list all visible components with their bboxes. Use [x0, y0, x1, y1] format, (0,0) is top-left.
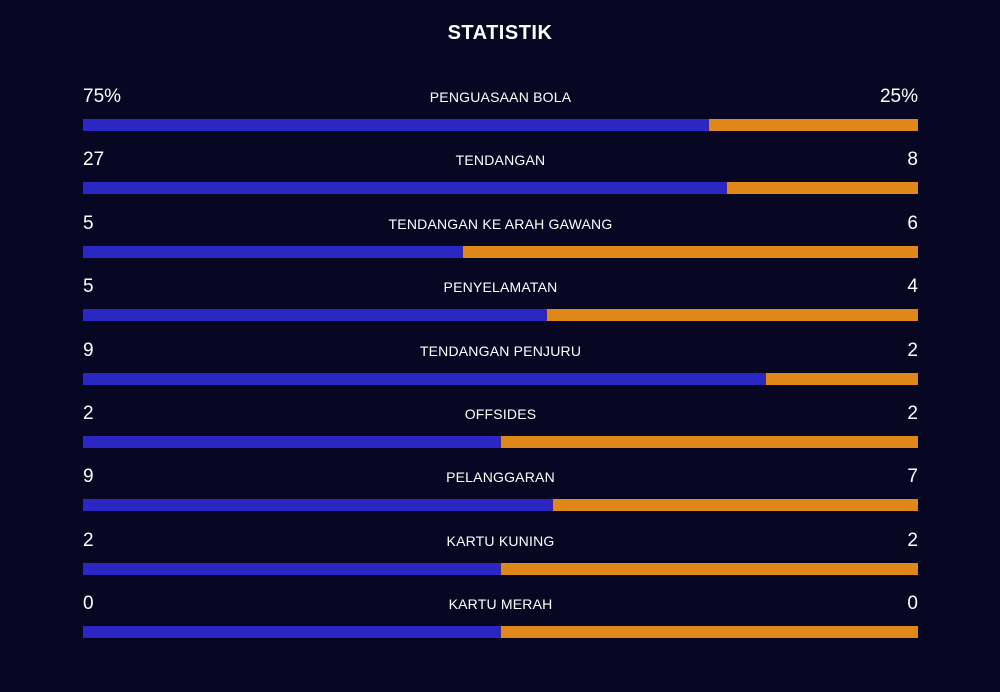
home-value: 2 [83, 529, 94, 551]
home-bar-segment [83, 182, 727, 195]
home-bar-segment [83, 499, 553, 512]
home-value: 9 [83, 339, 94, 361]
away-bar-segment [552, 499, 918, 512]
stat-label: OFFSIDES [464, 406, 537, 422]
home-bar-segment [83, 626, 501, 639]
comparison-bar [83, 562, 918, 575]
comparison-bar [83, 499, 918, 512]
home-value: 5 [83, 212, 94, 234]
comparison-bar [83, 309, 918, 322]
comparison-bar [83, 372, 918, 385]
stat-row-kartu-kuning: 2 KARTU KUNING 2 [83, 529, 918, 585]
home-bar-segment [83, 562, 501, 575]
stat-label: TENDANGAN PENJURU [419, 342, 582, 359]
comparison-bar [83, 182, 918, 195]
away-bar-segment [500, 562, 918, 575]
stat-row-penyelamatan: 5 PENYELAMATAN 4 [83, 275, 918, 331]
stat-label: TENDANGAN [455, 152, 546, 169]
comparison-bar [83, 626, 918, 639]
away-bar-segment [766, 372, 918, 385]
stat-row-offsides: 2 OFFSIDES 2 [83, 402, 918, 458]
away-bar-segment [709, 119, 918, 131]
home-value: 0 [83, 593, 94, 615]
away-value: 6 [907, 212, 918, 234]
away-value: 2 [907, 339, 918, 361]
comparison-bar [83, 436, 918, 448]
away-value: 4 [907, 276, 918, 298]
stat-label: TENDANGAN KE ARAH GAWANG [388, 215, 613, 232]
stat-row-tendangan-penjuru: 9 TENDANGAN PENJURU 2 [83, 339, 918, 395]
stat-label: PENYELAMATAN [443, 279, 558, 296]
home-value: 2 [83, 403, 94, 424]
stat-row-kartu-merah: 0 KARTU MERAH 0 [83, 592, 918, 648]
stat-label: KARTU MERAH [448, 596, 553, 613]
stat-row-penguasaan-bola: 75% PENGUASAAN BOLA 25% [83, 85, 918, 141]
home-bar-segment [83, 372, 767, 385]
home-bar-segment [83, 436, 501, 448]
away-bar-segment [500, 626, 918, 639]
away-bar-segment [547, 309, 918, 322]
stat-label: PELANGGARAN [446, 469, 555, 486]
stat-label: PENGUASAAN BOLA [429, 89, 572, 105]
home-value: 5 [83, 276, 94, 298]
away-bar-segment [726, 182, 918, 195]
away-bar-segment [500, 436, 918, 448]
stat-row-pelanggaran: 9 PELANGGARAN 7 [83, 465, 918, 521]
home-value: 75% [83, 86, 122, 107]
home-bar-segment [83, 309, 548, 322]
stat-row-tendangan-ke-arah-gawang: 5 TENDANGAN KE ARAH GAWANG 6 [83, 212, 918, 268]
stat-row-tendangan: 27 TENDANGAN 8 [83, 148, 918, 204]
home-bar-segment [83, 245, 463, 258]
stats-title: STATISTIK [447, 22, 553, 44]
away-value: 7 [907, 466, 918, 488]
away-value: 2 [907, 403, 918, 424]
home-bar-segment [83, 119, 710, 131]
away-value: 8 [907, 149, 918, 171]
away-value: 25% [879, 86, 918, 107]
away-value: 0 [907, 593, 918, 615]
comparison-bar [83, 245, 918, 258]
stat-label: KARTU KUNING [446, 532, 555, 549]
home-value: 27 [83, 149, 105, 171]
comparison-bar [83, 119, 918, 131]
away-value: 2 [907, 529, 918, 551]
away-bar-segment [462, 245, 918, 258]
home-value: 9 [83, 466, 94, 488]
